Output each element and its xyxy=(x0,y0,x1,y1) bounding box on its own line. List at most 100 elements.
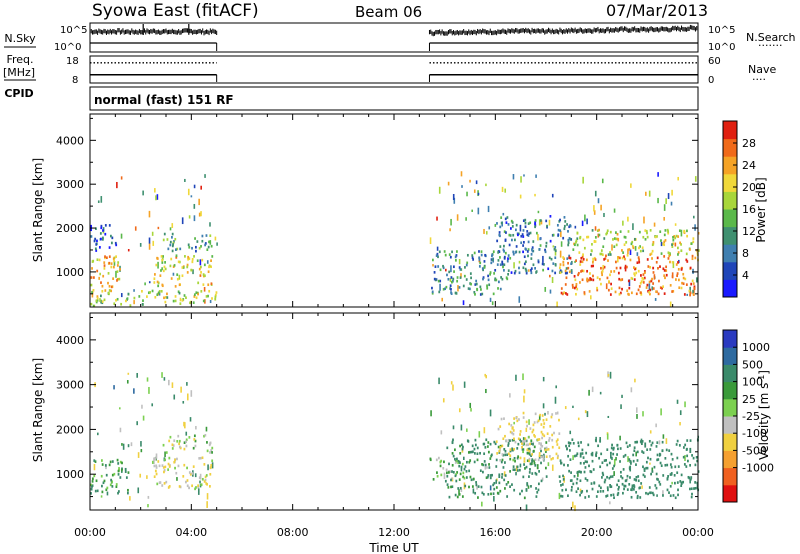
noise-panel: 10^5 10^0 10^5 10^0 xyxy=(54,22,735,53)
echo-cell xyxy=(525,271,528,275)
echo-cell xyxy=(603,265,606,269)
echo-cell xyxy=(636,496,639,500)
echo-cell xyxy=(664,463,667,467)
echo-cell xyxy=(582,238,585,242)
echo-cell xyxy=(184,178,186,182)
echo-cell xyxy=(671,243,673,246)
echo-cell xyxy=(532,442,534,446)
echo-cell xyxy=(680,249,683,253)
echo-cell xyxy=(657,292,660,296)
echo-cell xyxy=(442,398,445,403)
echo-cell xyxy=(568,444,571,448)
echo-cell xyxy=(529,231,532,235)
echo-cell xyxy=(515,465,518,472)
echo-cell xyxy=(529,221,532,225)
echo-cell xyxy=(215,291,218,294)
echo-cell xyxy=(504,238,507,242)
echo-cell xyxy=(693,285,696,289)
echo-cell xyxy=(431,291,434,295)
echo-cell xyxy=(521,233,524,236)
echo-cell xyxy=(662,474,665,477)
echo-cell xyxy=(535,174,537,178)
echo-cell xyxy=(568,256,571,260)
echo-cell xyxy=(620,475,622,478)
echo-cell xyxy=(643,271,646,275)
echo-cell xyxy=(492,292,495,296)
echo-cell xyxy=(499,489,502,493)
echo-cell xyxy=(554,271,557,275)
velocity-colorbar-segment xyxy=(723,398,737,417)
echo-cell xyxy=(454,291,457,295)
echo-cell xyxy=(196,240,199,243)
echo-cell xyxy=(580,441,582,444)
echo-cell xyxy=(523,255,526,259)
echo-cell xyxy=(651,467,654,473)
echo-cell xyxy=(538,470,541,473)
echo-cell xyxy=(644,442,647,446)
echo-cell xyxy=(209,451,211,454)
echo-cell xyxy=(183,463,186,467)
echo-cell xyxy=(460,488,463,493)
echo-cell xyxy=(561,495,564,498)
echo-cell xyxy=(676,399,679,404)
echo-cell xyxy=(585,258,588,262)
echo-cell xyxy=(670,472,673,475)
echo-cell xyxy=(157,284,160,288)
echo-cell xyxy=(651,286,654,291)
echo-cell xyxy=(445,285,448,289)
echo-cell xyxy=(628,466,631,470)
echo-cell xyxy=(535,231,538,235)
echo-cell xyxy=(639,486,641,489)
echo-cell xyxy=(148,237,151,244)
echo-cell xyxy=(186,265,189,269)
x-tick-label: 00:00 xyxy=(682,526,714,539)
echo-cell xyxy=(182,266,185,269)
echo-cell xyxy=(625,479,628,482)
echo-cell xyxy=(547,411,549,415)
echo-cell xyxy=(96,239,98,243)
echo-cell xyxy=(640,482,643,485)
echo-cell xyxy=(175,248,177,251)
echo-cell xyxy=(665,448,668,452)
echo-cell xyxy=(626,289,629,293)
echo-cell xyxy=(519,456,522,460)
echo-cell xyxy=(651,257,653,260)
echo-cell xyxy=(589,253,592,256)
echo-cell xyxy=(436,471,438,474)
echo-cell xyxy=(528,232,531,235)
echo-cell xyxy=(479,261,482,265)
echo-cell xyxy=(561,488,564,492)
echo-cell xyxy=(481,292,484,296)
echo-cell xyxy=(205,234,208,237)
echo-cell xyxy=(551,269,554,273)
echo-cell xyxy=(111,480,113,483)
echo-cell xyxy=(666,477,669,480)
echo-cell xyxy=(568,225,571,229)
echo-cell xyxy=(634,237,636,241)
echo-cell xyxy=(684,443,687,447)
echo-cell xyxy=(199,274,202,277)
echo-cell xyxy=(650,252,653,256)
echo-cell xyxy=(554,246,557,249)
echo-cell xyxy=(203,434,205,438)
echo-cell xyxy=(166,296,169,299)
echo-cell xyxy=(652,271,655,274)
echo-cell xyxy=(205,426,208,432)
echo-cell xyxy=(688,289,691,293)
echo-cell xyxy=(551,464,554,471)
echo-cell xyxy=(562,260,565,264)
echo-cell xyxy=(514,228,517,232)
echo-cell xyxy=(623,487,625,491)
echo-cell xyxy=(583,292,586,296)
echo-cell xyxy=(689,291,692,295)
echo-cell xyxy=(140,449,143,453)
echo-cell xyxy=(464,465,467,468)
echo-cell xyxy=(92,276,95,279)
echo-cell xyxy=(181,266,184,269)
echo-cell xyxy=(104,232,107,236)
echo-cell xyxy=(509,439,511,442)
echo-cell xyxy=(136,372,138,378)
echo-cell xyxy=(663,274,666,277)
echo-cell xyxy=(499,425,502,428)
echo-cell xyxy=(613,245,616,248)
